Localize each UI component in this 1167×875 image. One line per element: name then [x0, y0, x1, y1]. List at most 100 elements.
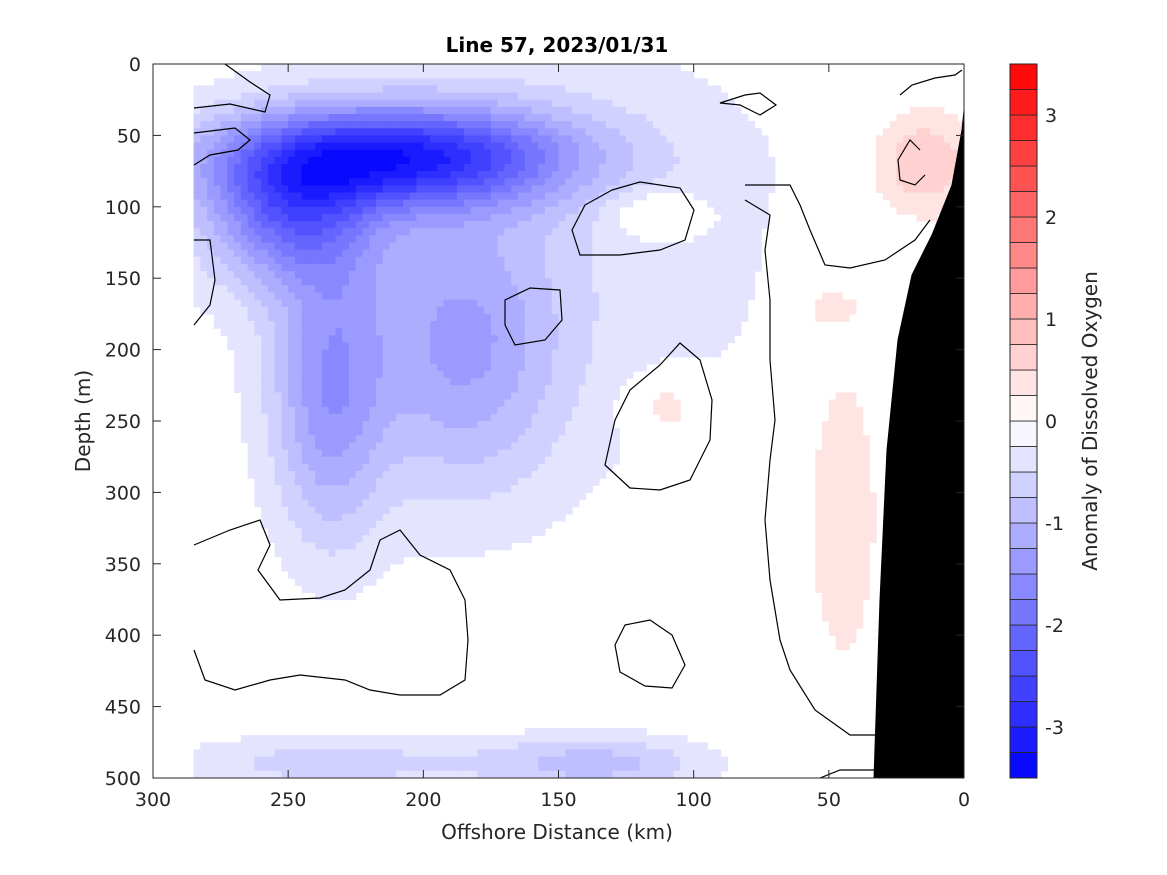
heatmap-cell: [254, 763, 262, 772]
heatmap-cell: [457, 549, 465, 558]
heatmap-cell: [457, 106, 465, 115]
heatmap-cell: [403, 378, 411, 386]
heatmap-cell: [348, 342, 357, 351]
heatmap-cell: [281, 506, 289, 515]
heatmap-cell: [342, 263, 350, 272]
heatmap-cell: [524, 142, 533, 151]
heatmap-cell: [585, 435, 593, 444]
heatmap-cell: [484, 156, 492, 165]
heatmap-cell: [376, 71, 384, 79]
heatmap-cell: [463, 442, 472, 451]
heatmap-cell: [315, 735, 323, 743]
heatmap-cell: [382, 256, 391, 265]
heatmap-cell: [227, 235, 235, 244]
heatmap-cell: [599, 121, 607, 129]
heatmap-cell: [308, 292, 316, 301]
heatmap-cell: [490, 349, 499, 358]
heatmap-cell: [396, 406, 404, 415]
heatmap-cell: [490, 499, 499, 508]
heatmap-cell: [355, 435, 364, 444]
heatmap-cell: [382, 285, 391, 294]
heatmap-cell: [321, 185, 330, 194]
heatmap-cell: [288, 149, 296, 158]
heatmap-cell: [626, 256, 634, 265]
heatmap-cell: [362, 163, 370, 172]
heatmap-cell: [450, 542, 458, 551]
heatmap-cell: [261, 306, 269, 315]
heatmap-cell: [348, 335, 357, 344]
heatmap-cell: [234, 163, 242, 172]
heatmap-cell: [294, 378, 303, 386]
heatmap-cell: [396, 121, 404, 129]
heatmap-cell: [403, 756, 411, 765]
heatmap-cell: [484, 221, 492, 229]
heatmap-cell: [315, 342, 323, 351]
heatmap-cell: [517, 371, 526, 379]
heatmap-cell: [565, 249, 573, 258]
heatmap-cell: [477, 235, 485, 244]
heatmap-cell: [470, 413, 478, 422]
heatmap-cell: [342, 513, 350, 522]
heatmap-cell: [565, 485, 573, 493]
heatmap-cell: [659, 735, 668, 743]
heatmap-cell: [578, 413, 587, 422]
heatmap-cell: [457, 449, 465, 458]
heatmap-cell: [362, 392, 370, 401]
heatmap-cell: [497, 763, 506, 772]
heatmap-cell: [524, 770, 533, 778]
heatmap-cell: [396, 71, 404, 79]
heatmap-cell: [443, 499, 451, 508]
heatmap-cell: [247, 392, 255, 401]
heatmap-cell: [659, 85, 668, 94]
heatmap-cell: [450, 206, 458, 215]
heatmap-cell: [261, 128, 269, 136]
heatmap-cell: [342, 285, 350, 294]
heatmap-cell: [450, 399, 458, 408]
heatmap-cell: [315, 506, 323, 515]
heatmap-cell: [369, 213, 377, 222]
heatmap-cell: [544, 278, 553, 286]
heatmap-cell: [524, 492, 533, 501]
heatmap-cell: [504, 535, 512, 543]
heatmap-cell: [686, 78, 695, 87]
heatmap-cell: [497, 492, 506, 501]
heatmap-cell: [524, 413, 533, 422]
heatmap-cell: [234, 742, 242, 751]
heatmap-cell: [511, 756, 519, 765]
heatmap-cell: [457, 421, 465, 429]
heatmap-cell: [430, 171, 438, 179]
heatmap-cell: [376, 749, 384, 758]
heatmap-cell: [409, 285, 418, 294]
heatmap-cell: [430, 485, 438, 493]
heatmap-cell: [267, 328, 276, 336]
heatmap-cell: [578, 221, 587, 229]
heatmap-cell: [294, 292, 303, 301]
heatmap-cell: [544, 242, 553, 251]
heatmap-cell: [247, 128, 255, 136]
heatmap-cell: [700, 171, 708, 179]
heatmap-cell: [342, 556, 350, 565]
heatmap-cell: [572, 435, 580, 444]
heatmap-cell: [612, 306, 620, 315]
heatmap-cell: [281, 442, 289, 451]
heatmap-cell: [450, 428, 458, 436]
heatmap-cell: [409, 92, 418, 101]
heatmap-cell: [544, 499, 553, 508]
heatmap-cell: [389, 178, 397, 186]
heatmap-cell: [524, 478, 533, 486]
heatmap-cell: [240, 763, 249, 772]
heatmap-cell: [308, 163, 316, 172]
heatmap-cell: [578, 306, 587, 315]
heatmap-cell: [457, 228, 465, 236]
heatmap-cell: [369, 321, 377, 329]
heatmap-cell: [328, 549, 337, 558]
heatmap-cell: [673, 413, 681, 422]
heatmap-cell: [261, 763, 269, 772]
heatmap-cell: [396, 99, 404, 108]
heatmap-cell: [328, 135, 337, 144]
heatmap-cell: [524, 421, 533, 429]
heatmap-cell: [416, 371, 424, 379]
heatmap-cell: [605, 271, 614, 279]
heatmap-cell: [484, 363, 492, 372]
heatmap-cell: [369, 528, 377, 536]
